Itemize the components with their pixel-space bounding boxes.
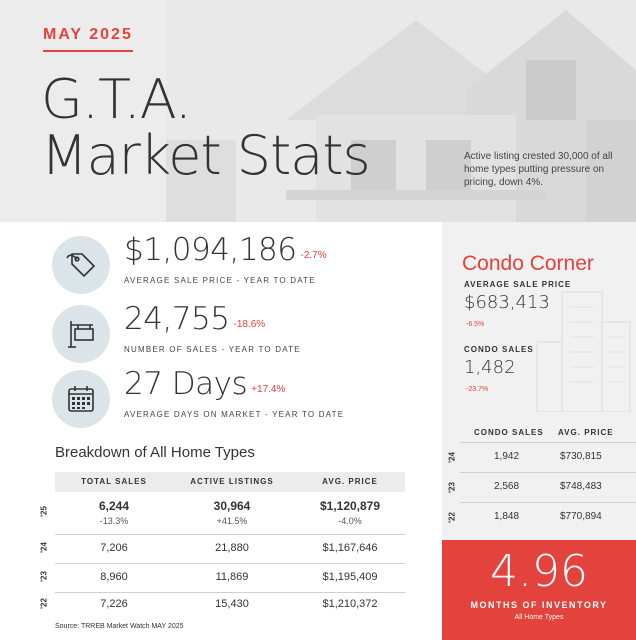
cell-total-sales: 7,206 (100, 542, 128, 554)
row-year: '23 (39, 571, 49, 582)
kpi-label: AVERAGE DAYS ON MARKET - YEAR TO DATE (124, 410, 345, 419)
header-note: Active listing crested 30,000 of all hom… (464, 151, 613, 188)
cell-condo-sales: 1,848 (494, 511, 520, 522)
row-year: '24 (39, 542, 49, 553)
cell-avg-price: $1,120,879 (319, 499, 381, 513)
row-year: '22 (39, 598, 49, 609)
cell-total-sales: 6,244 (98, 499, 130, 513)
header-banner: MAY 2025 G.T.A. Market Stats Active list… (0, 0, 636, 222)
row-year: '23 (447, 482, 457, 493)
inventory-value: 4.96 (490, 546, 588, 597)
condo-sales-value: 1,482 (464, 357, 516, 378)
kpi-number-of-sales: 24,755 -18.6% NUMBER OF SALES - YEAR TO D… (52, 301, 432, 363)
cell-active-listings: 30,964 (213, 499, 251, 513)
column-header: CONDO SALES (474, 428, 544, 437)
inventory-sublabel: All Home Types (514, 614, 564, 621)
cell-change: +41.5% (216, 516, 248, 526)
table-row: '24 1,942 $730,815 (448, 442, 636, 472)
breakdown-table-header: TOTAL SALES ACTIVE LISTINGS AVG. PRICE (55, 472, 405, 492)
kpi-label: NUMBER OF SALES - YEAR TO DATE (124, 345, 301, 354)
cell-avg-price: $748,483 (560, 481, 602, 492)
title-line-1: G.T.A. (41, 68, 192, 131)
column-header: AVG. PRICE (558, 428, 614, 437)
kpi-value: 27 Days +17.4% (124, 366, 286, 402)
table-row: '23 8,960 11,869 $1,195,409 (40, 563, 405, 592)
kpi-days-on-market: 27 Days +17.4% AVERAGE DAYS ON MARKET - Y… (52, 366, 432, 428)
cell-avg-price: $730,815 (560, 451, 602, 462)
condo-avg-price-value: $683,413 (464, 292, 550, 313)
kpi-label: AVERAGE SALE PRICE - YEAR TO DATE (124, 276, 316, 285)
source-note: Source: TRREB Market Watch MAY 2025 (55, 623, 184, 630)
row-year: '25 (39, 506, 49, 517)
condo-avg-price-label: AVERAGE SALE PRICE (464, 280, 572, 289)
title-line-2: Market Stats (41, 124, 371, 187)
breakdown-title: Breakdown of All Home Types (55, 444, 255, 461)
months-of-inventory-box: 4.96 MONTHS OF INVENTORY All Home Types (442, 540, 636, 640)
condo-avg-price-change: -6.5% (466, 321, 485, 328)
house-background-image (166, 0, 636, 222)
cell-condo-sales: 1,942 (494, 451, 520, 462)
column-header: ACTIVE LISTINGS (190, 477, 274, 486)
price-tag-icon (52, 236, 110, 294)
cell-total-sales: 8,960 (100, 571, 128, 583)
cell-avg-price: $1,167,646 (322, 542, 378, 554)
cell-condo-sales: 2,568 (494, 481, 520, 492)
report-month: MAY 2025 (43, 26, 133, 52)
calendar-icon (52, 370, 110, 428)
building-icon (536, 291, 631, 412)
condo-corner-panel: Condo Corner AVERAGE SALE PRICE $683,413… (442, 222, 636, 540)
condo-sales-change: -23.7% (466, 386, 489, 393)
row-year: '22 (447, 512, 457, 523)
kpi-change: -18.6% (233, 319, 266, 330)
for-sale-sign-icon (52, 305, 110, 363)
condo-corner-title: Condo Corner (462, 252, 594, 275)
condo-sales-label: CONDO SALES (464, 345, 534, 354)
column-header: AVG. PRICE (322, 477, 378, 486)
cell-active-listings: 21,880 (215, 542, 249, 554)
kpi-change: -2.7% (300, 250, 327, 261)
kpi-change: +17.4% (251, 384, 286, 395)
kpi-value: $1,094,186 -2.7% (124, 232, 327, 268)
kpi-average-sale-price: $1,094,186 -2.7% AVERAGE SALE PRICE - YEA… (52, 232, 432, 294)
table-row: '23 2,568 $748,483 (448, 472, 636, 502)
kpi-value: 24,755 -18.6% (124, 301, 266, 337)
page-title: G.T.A. Market Stats (41, 68, 371, 187)
column-header: TOTAL SALES (81, 477, 147, 486)
row-year: '24 (447, 452, 457, 463)
table-row: '22 1,848 $770,894 (448, 502, 636, 532)
table-row: '22 7,226 15,430 $1,210,372 (40, 592, 405, 619)
cell-avg-price: $770,894 (560, 511, 602, 522)
cell-change: -4.0% (338, 516, 362, 526)
table-row: '24 7,206 21,880 $1,167,646 (40, 534, 405, 563)
table-row: '25 6,244 30,964 $1,120,879 -13.3% +41.5… (40, 492, 405, 534)
cell-active-listings: 15,430 (215, 598, 249, 610)
cell-active-listings: 11,869 (215, 571, 249, 583)
inventory-label: MONTHS OF INVENTORY (470, 600, 608, 610)
cell-avg-price: $1,210,372 (322, 598, 378, 610)
cell-avg-price: $1,195,409 (322, 571, 378, 583)
cell-total-sales: 7,226 (100, 598, 128, 610)
cell-change: -13.3% (99, 516, 129, 526)
